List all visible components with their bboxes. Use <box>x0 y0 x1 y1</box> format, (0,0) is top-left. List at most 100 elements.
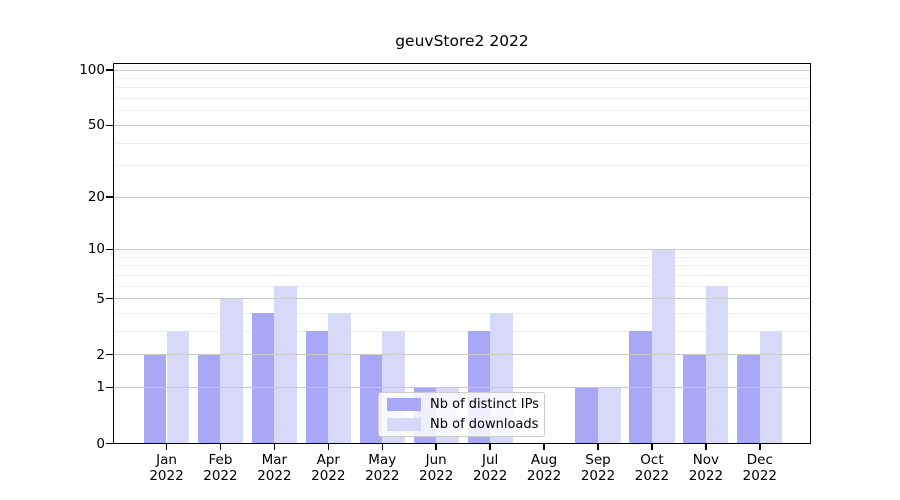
y-tick-label: 50 <box>87 117 105 134</box>
legend-label-downloads: Nb of downloads <box>430 417 539 432</box>
month-label: Jul <box>481 452 499 468</box>
bar-distinct-ips <box>575 387 598 444</box>
year-label: 2022 <box>419 468 454 484</box>
legend-item-downloads: Nb of downloads <box>387 417 539 432</box>
year-label: 2022 <box>472 468 508 484</box>
bar-downloads <box>651 249 675 444</box>
minor-gridline <box>113 110 811 112</box>
month-label: Apr <box>316 452 340 468</box>
x-tick-label: Nov 2022 <box>674 452 738 484</box>
bar-distinct-ips <box>143 354 167 444</box>
x-tick-label: Jul 2022 <box>458 452 522 484</box>
year-label: 2022 <box>634 468 670 484</box>
x-tick-mark <box>489 443 491 450</box>
legend-item-distinct-ips: Nb of distinct IPs <box>387 397 539 412</box>
month-label: Oct <box>640 452 664 468</box>
y-tick-label: 2 <box>96 346 105 363</box>
year-label: 2022 <box>257 468 292 484</box>
x-tick-label: May 2022 <box>350 452 414 484</box>
month-label: Dec <box>746 452 773 468</box>
major-gridline <box>113 69 811 71</box>
x-tick-mark <box>759 443 761 450</box>
y-tick-label: 1 <box>96 379 105 396</box>
x-tick-label: Jan 2022 <box>135 452 199 484</box>
month-label: Sep <box>585 452 611 468</box>
x-tick-mark <box>219 443 222 450</box>
y-tick-mark <box>106 442 113 445</box>
minor-gridline <box>113 274 811 276</box>
month-label: Jun <box>425 452 447 468</box>
year-label: 2022 <box>688 468 724 484</box>
year-label: 2022 <box>365 468 400 484</box>
x-tick-mark <box>165 443 168 450</box>
major-gridline <box>113 354 811 356</box>
bar-downloads <box>598 387 621 444</box>
x-tick-mark <box>381 443 383 450</box>
year-label: 2022 <box>149 468 184 484</box>
bar-downloads <box>328 313 351 444</box>
month-label: Jan <box>156 452 177 468</box>
legend-swatch-distinct-ips <box>387 398 421 411</box>
y-tick-mark <box>106 196 113 198</box>
minor-gridline <box>113 87 811 89</box>
minor-gridline <box>113 142 811 144</box>
year-label: 2022 <box>526 468 562 484</box>
x-tick-label: Sep 2022 <box>566 452 630 484</box>
bar-distinct-ips <box>683 354 706 444</box>
x-tick-label: Oct 2022 <box>620 452 684 484</box>
x-tick-mark <box>597 443 599 450</box>
x-tick-label: Mar 2022 <box>242 452 306 484</box>
x-tick-mark <box>435 443 437 450</box>
x-tick-label: Feb 2022 <box>188 452 252 484</box>
y-tick-label: 0 <box>96 435 105 452</box>
minor-gridline <box>113 312 811 314</box>
y-tick-mark <box>106 353 113 356</box>
x-tick-label: Dec 2022 <box>728 452 792 484</box>
minor-gridline <box>113 165 811 167</box>
month-label: Aug <box>530 452 558 468</box>
x-tick-mark <box>273 443 276 450</box>
year-label: 2022 <box>742 468 777 484</box>
month-label: Feb <box>208 452 233 468</box>
x-tick-mark <box>705 443 707 450</box>
y-tick-mark <box>106 297 113 300</box>
x-tick-mark <box>327 443 330 450</box>
major-gridline <box>113 298 811 300</box>
major-gridline <box>113 248 811 250</box>
year-label: 2022 <box>203 468 238 484</box>
y-tick-mark <box>106 69 113 71</box>
major-gridline <box>113 124 811 126</box>
minor-gridline <box>113 256 811 258</box>
y-tick-mark <box>106 124 113 127</box>
year-label: 2022 <box>580 468 616 484</box>
x-tick-label: Jun 2022 <box>404 452 468 484</box>
bar-distinct-ips <box>251 313 275 444</box>
major-gridline <box>113 386 811 388</box>
y-tick-label: 100 <box>79 62 105 79</box>
x-tick-label: Apr 2022 <box>296 452 360 484</box>
legend-label-distinct-ips: Nb of distinct IPs <box>430 397 539 412</box>
bar-downloads <box>705 286 729 444</box>
bar-distinct-ips <box>737 354 760 444</box>
minor-gridline <box>113 265 811 267</box>
bar-distinct-ips <box>359 354 383 444</box>
bar-distinct-ips <box>197 354 221 444</box>
y-tick-mark <box>106 386 113 389</box>
bar-downloads <box>274 286 297 444</box>
x-tick-label: Aug 2022 <box>512 452 576 484</box>
legend: Nb of distinct IPs Nb of downloads <box>378 392 545 437</box>
y-tick-label: 20 <box>87 189 105 206</box>
year-label: 2022 <box>311 468 346 484</box>
x-tick-mark <box>651 443 653 450</box>
minor-gridline <box>113 78 811 80</box>
y-tick-label: 10 <box>87 241 105 258</box>
x-tick-mark <box>543 443 545 450</box>
minor-gridline <box>113 98 811 100</box>
legend-swatch-downloads <box>387 418 421 431</box>
chart-title: geuvStore2 2022 <box>395 32 529 50</box>
major-gridline <box>113 196 811 198</box>
month-label: Nov <box>692 452 720 468</box>
minor-gridline <box>113 330 811 332</box>
month-label: Mar <box>261 452 288 468</box>
